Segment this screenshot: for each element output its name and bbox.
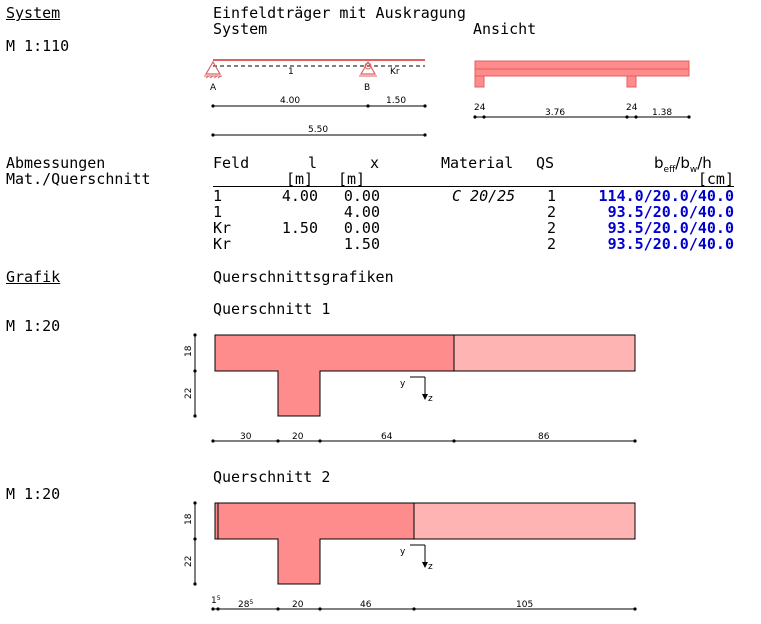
cantilever-label: Kr <box>390 67 400 77</box>
cell-qs: 2 <box>546 203 556 221</box>
qs1-tbeam <box>214 334 455 417</box>
cell-dims: 93.5/20.0/40.0 <box>607 219 734 237</box>
dim-span: 4.00 <box>280 96 300 106</box>
col-l-header: l <box>308 154 318 172</box>
support-a-icon <box>204 60 222 79</box>
support-a-label: A <box>210 83 217 93</box>
qs1-y-axis-label: y <box>400 379 406 389</box>
beff-b: b <box>654 154 664 172</box>
system-scale: M 1:110 <box>6 37 70 55</box>
cell-feld: Kr <box>213 219 232 237</box>
cell-l: 1.50 <box>281 219 318 237</box>
qs1-scale: M 1:20 <box>6 317 61 335</box>
col-x-unit: [m] <box>338 170 366 188</box>
qs2-axes: y z <box>400 544 433 572</box>
h-label: /h <box>697 154 712 172</box>
qs2-scale: M 1:20 <box>6 485 61 503</box>
col-dims-unit: [cm] <box>697 170 734 188</box>
cell-x: 0.00 <box>343 187 380 205</box>
qs1-title: Querschnitt 1 <box>213 300 331 318</box>
dim-cant: 1.50 <box>386 96 406 106</box>
ansicht-drawing: 24 3.76 24 1.38 <box>473 60 691 119</box>
qs2-vdim: 22 <box>184 556 194 567</box>
col-feld-header: Feld <box>213 154 250 172</box>
qs2-hdim: 46 <box>360 600 372 610</box>
qs1-hdim: 20 <box>292 432 304 442</box>
qs1-hdim: 30 <box>240 432 252 442</box>
support-b-icon <box>359 60 377 77</box>
cell-qs: 2 <box>546 235 556 253</box>
qs2-hdim: 105 <box>516 600 533 610</box>
bw-b: /b <box>675 154 690 172</box>
qs2-vertical-dim: 18 22 <box>184 501 197 586</box>
qs2-tbeam <box>214 502 415 585</box>
cell-dims: 114.0/20.0/40.0 <box>598 187 734 205</box>
cell-feld: 1 <box>213 187 223 205</box>
cell-l: 4.00 <box>281 187 318 205</box>
qs2-flange-light <box>413 502 636 540</box>
qs1-vertical-dim: 18 22 <box>184 333 197 418</box>
cell-material: C 20/25 <box>452 187 516 205</box>
beff-sub: eff <box>663 165 676 175</box>
qs2-horizontal-dim: 15 285 20 46 105 <box>211 595 637 611</box>
qs1-hdim: 86 <box>538 432 550 442</box>
col-x-header: x <box>370 154 380 172</box>
bw-sub: w <box>689 165 698 175</box>
section-material-label: Mat./Querschnitt <box>6 170 151 188</box>
cross-section-1: y z 18 22 30 20 64 86 <box>184 333 637 443</box>
support-b-label: B <box>364 83 370 93</box>
col-material-header: Material <box>441 154 514 172</box>
qs2-z-axis-label: z <box>428 562 433 572</box>
cell-dims: 93.5/20.0/40.0 <box>607 203 734 221</box>
qs2-y-axis-label: y <box>400 547 406 557</box>
col-qs-header: QS <box>536 154 555 172</box>
cell-x: 0.00 <box>343 219 380 237</box>
ansicht-dim: 3.76 <box>545 108 565 118</box>
qs1-hdim: 64 <box>381 432 393 442</box>
section-grafik-label: Grafik <box>6 268 61 286</box>
ansicht-heading: Ansicht <box>473 20 537 38</box>
cell-feld: 1 <box>213 203 223 221</box>
page-title: Einfeldträger mit Auskragung <box>213 4 466 22</box>
col-dims-header: beff/bw/h <box>654 155 712 178</box>
ansicht-dim: 24 <box>626 103 638 113</box>
qs2-title: Querschnitt 2 <box>213 468 331 486</box>
qs1-vdim: 18 <box>184 345 194 357</box>
system-dim-line-1: 4.00 1.50 <box>211 96 427 108</box>
qs2-hdim: 285 <box>238 599 253 610</box>
qs1-z-axis-label: z <box>428 394 433 404</box>
ansicht-dim: 24 <box>474 103 486 113</box>
qs2-vdim: 18 <box>184 513 194 525</box>
span-label: 1 <box>288 67 294 77</box>
cross-section-2: y z 18 22 15 285 20 46 105 <box>184 501 637 611</box>
system-drawing: 1 Kr A B 4.00 1.50 5.50 <box>204 59 427 137</box>
qs2-hdim: 15 <box>211 595 221 606</box>
qs1-vdim: 22 <box>184 388 194 399</box>
cell-qs: 2 <box>546 219 556 237</box>
qs1-axes: y z <box>400 376 433 404</box>
dim-total: 5.50 <box>308 125 328 135</box>
ansicht-dim: 1.38 <box>652 108 672 118</box>
cell-x: 4.00 <box>343 203 380 221</box>
ansicht-support-b <box>626 75 637 88</box>
cell-feld: Kr <box>213 235 232 253</box>
ansicht-support-a <box>474 75 485 88</box>
system-dim-line-2: 5.50 <box>211 125 427 137</box>
cell-x: 1.50 <box>343 235 380 253</box>
section-dimensions-label: Abmessungen <box>6 154 106 172</box>
cell-dims: 93.5/20.0/40.0 <box>607 235 734 253</box>
qs1-horizontal-dim: 30 20 64 86 <box>211 432 637 443</box>
col-l-unit: [m] <box>286 170 314 188</box>
ansicht-dim-line: 24 3.76 24 1.38 <box>473 103 691 119</box>
section-system-label: System <box>6 4 61 22</box>
system-heading: System <box>213 20 268 38</box>
qs1-flange-light <box>453 334 636 372</box>
table-header-rule <box>213 186 734 187</box>
qs2-hdim: 20 <box>292 600 304 610</box>
cell-qs: 1 <box>546 187 556 205</box>
qs-graphics-heading: Querschnittsgrafiken <box>213 268 394 286</box>
